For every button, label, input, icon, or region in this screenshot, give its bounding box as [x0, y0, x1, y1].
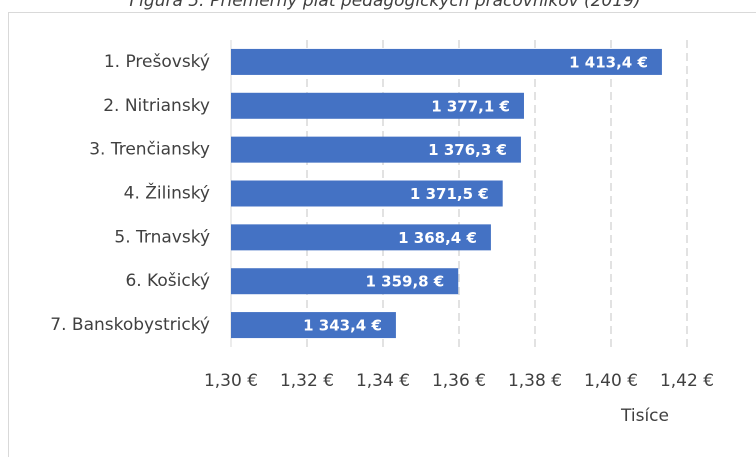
y-tick-label: 2. Nitriansky [103, 96, 210, 116]
y-tick-label: 7. Banskobystrický [50, 315, 210, 335]
value-label: 1 368,4 € [398, 229, 477, 247]
bar [231, 224, 491, 251]
value-label: 1 343,4 € [303, 317, 382, 335]
value-label: 1 413,4 € [569, 53, 648, 71]
bar [231, 180, 503, 207]
bar [231, 268, 459, 295]
value-label: 1 371,5 € [410, 185, 489, 203]
x-tick-label: 1,36 € [432, 371, 486, 391]
value-label: 1 359,8 € [365, 273, 444, 291]
x-tick-label: 1,40 € [584, 371, 638, 391]
y-tick-label: 4. Žilinský [124, 182, 210, 204]
x-tick-label: 1,30 € [204, 371, 258, 391]
bar [231, 48, 662, 75]
x-tick-label: 1,42 € [660, 371, 714, 391]
chart-title: Figura 5: Priemerný plat pedagogických p… [129, 0, 640, 11]
x-axis-label: Tisíce [620, 406, 669, 426]
bar [231, 312, 396, 339]
bar [231, 92, 524, 119]
y-tick-label: 5. Trnavský [114, 227, 210, 247]
x-tick-label: 1,34 € [356, 371, 410, 391]
y-tick-label: 6. Košický [125, 271, 210, 291]
x-tick-label: 1,32 € [280, 371, 334, 391]
y-tick-label: 1. Prešovský [104, 52, 210, 72]
value-label: 1 377,1 € [431, 97, 510, 115]
value-label: 1 376,3 € [428, 141, 507, 159]
y-tick-label: 3. Trenčiansky [89, 140, 210, 160]
bar [231, 136, 521, 163]
x-tick-label: 1,38 € [508, 371, 562, 391]
